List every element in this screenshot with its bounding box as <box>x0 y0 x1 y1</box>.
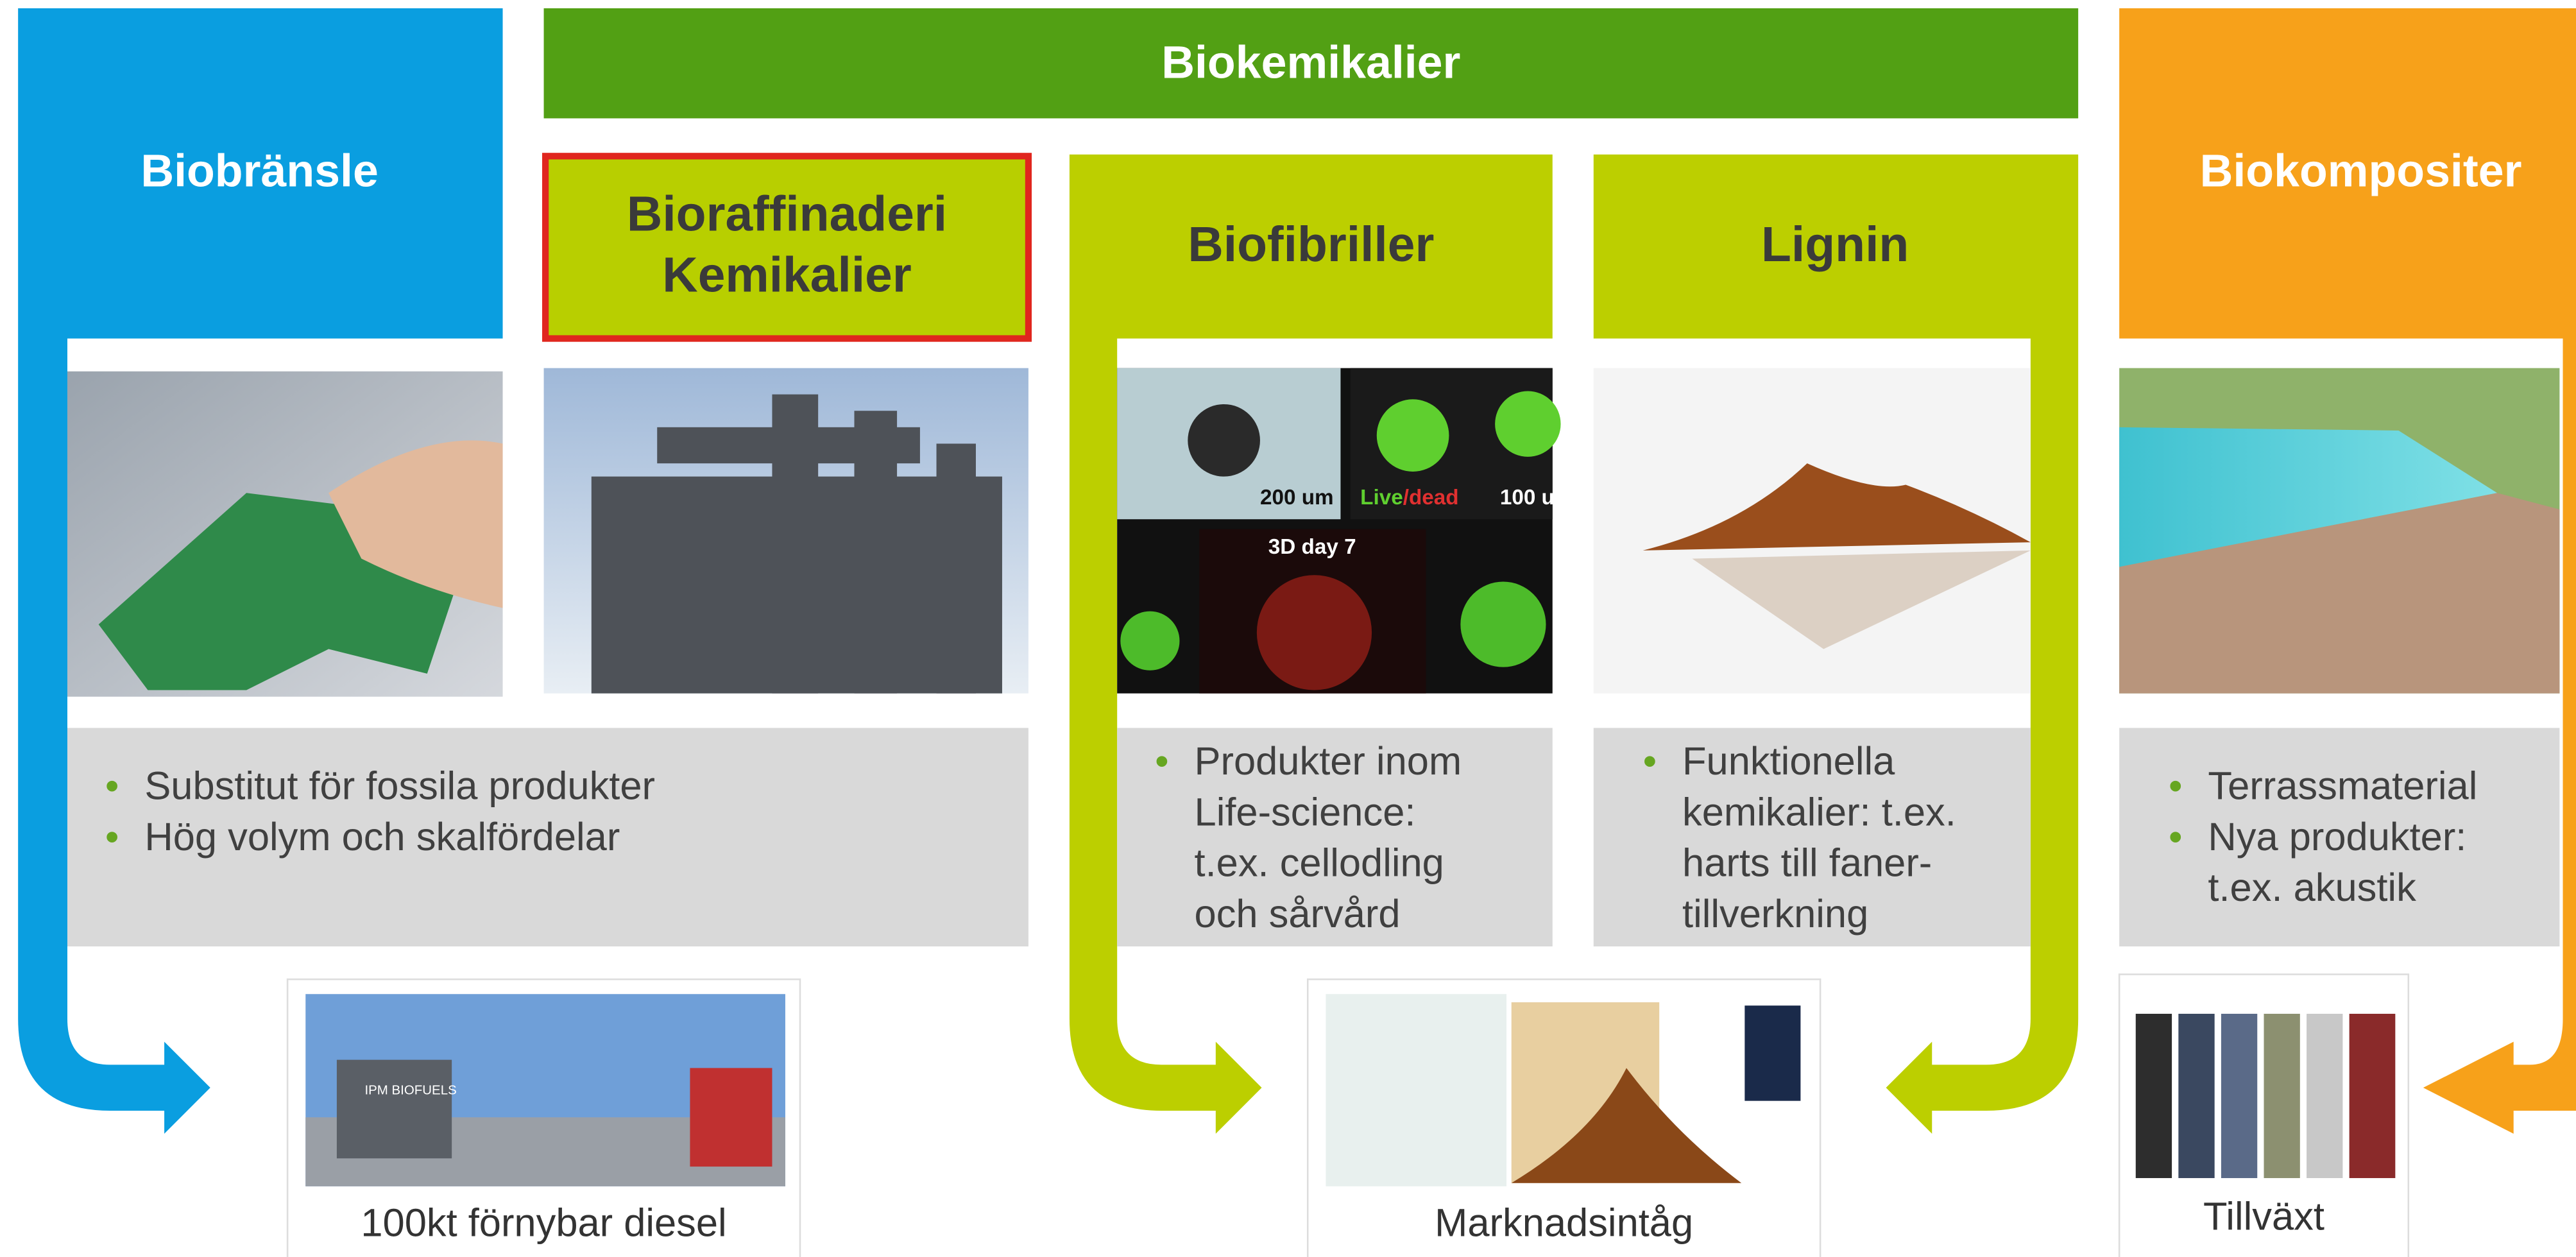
image-label: 200 um <box>1260 486 1334 509</box>
bullet-text: t.ex. cellodling <box>1195 841 1444 885</box>
bullet-dot: • <box>2169 764 2183 808</box>
column-title: Biobränsle <box>141 145 378 196</box>
pipes <box>591 394 1002 694</box>
outcomes: IPM BIOFUELS <box>286 973 2410 1257</box>
photos: 200 um Live/dead 100 u 3D day 7 <box>67 368 2560 697</box>
image-label: Live/dead <box>1360 486 1458 509</box>
bullet-text: Produkter inom <box>1195 739 1462 783</box>
bullet-text: Funktionella <box>1682 739 1895 783</box>
column-title: Kemikalier <box>662 247 911 302</box>
lignin-arrow <box>1886 338 2079 1134</box>
column-title: Bioraffinaderi <box>627 187 947 242</box>
column-title: Lignin <box>1761 217 1909 272</box>
reflection <box>1692 550 2031 649</box>
bullet-text: kemikalier: t.ex. <box>1682 790 1956 834</box>
banner <box>543 8 2079 119</box>
cell-spot <box>1376 399 1449 472</box>
text-box <box>1593 728 2031 946</box>
biofuel-header <box>18 8 503 339</box>
bullet-dot: • <box>1155 739 1169 783</box>
text-box <box>1117 728 1553 946</box>
cell-spot <box>1120 611 1180 671</box>
decking <box>2119 493 2560 694</box>
biofibril-header <box>1069 154 1553 339</box>
text-box <box>67 728 1028 946</box>
bullet-dot: • <box>1643 739 1657 783</box>
cell-spot <box>1256 575 1372 690</box>
frames <box>18 8 2576 1134</box>
biocomposite-arrow <box>2423 338 2576 1134</box>
outcome-label: Marknadsintåg <box>1435 1201 1693 1245</box>
bullet-text: t.ex. akustik <box>2208 866 2416 910</box>
banner-title: Biokemikalier <box>1161 37 1460 88</box>
biofibril-arrow <box>1069 338 1262 1134</box>
bullet-text: tillverkning <box>1682 892 1868 936</box>
column-title: Biofibriller <box>1188 217 1434 272</box>
bullet-text: och sårvård <box>1195 892 1401 936</box>
column-title: Biokompositer <box>2200 145 2522 196</box>
text-boxes <box>67 728 2560 946</box>
tank <box>336 1059 452 1159</box>
powder <box>1642 463 2031 551</box>
bottle <box>1744 1005 1801 1101</box>
pool-water <box>2119 427 2498 567</box>
biofuel-arrow <box>18 338 210 1134</box>
bullet-dot: • <box>105 764 119 808</box>
bullets: • Substitut för fossila produkter • Hög vol… <box>105 739 2477 936</box>
panels <box>2135 1013 2396 1179</box>
hand <box>328 440 503 608</box>
bullet-dot: • <box>105 815 119 859</box>
bullet-text: Nya produkter: <box>2208 815 2466 859</box>
powder <box>1511 1068 1742 1183</box>
text-box <box>2119 728 2560 946</box>
cell-spot <box>1460 581 1546 667</box>
biorefinery-header <box>542 153 1032 342</box>
image-label: 3D day 7 <box>1268 535 1356 559</box>
cell-spot <box>1188 404 1260 477</box>
bullet-text: Life-science: <box>1195 790 1416 834</box>
outcome-label: 100kt förnybar diesel <box>361 1201 726 1245</box>
bullet-text: Substitut för fossila produkter <box>144 764 655 808</box>
bullet-text: Terrassmaterial <box>2208 764 2477 808</box>
image-label: IPM BIOFUELS <box>364 1082 456 1097</box>
bullet-text: harts till faner- <box>1682 841 1932 885</box>
bullet-text: Hög volym och skalfördelar <box>144 815 620 859</box>
beads-photo <box>1326 994 1507 1186</box>
outcome-label: Tillväxt <box>2203 1194 2324 1238</box>
lignin-header <box>1593 154 2079 339</box>
image-label: 100 u <box>1500 486 1555 509</box>
structure <box>690 1068 772 1167</box>
biocomposite-header <box>2119 8 2576 339</box>
cell-spot <box>1495 391 1561 457</box>
bullet-dot: • <box>2169 815 2183 859</box>
